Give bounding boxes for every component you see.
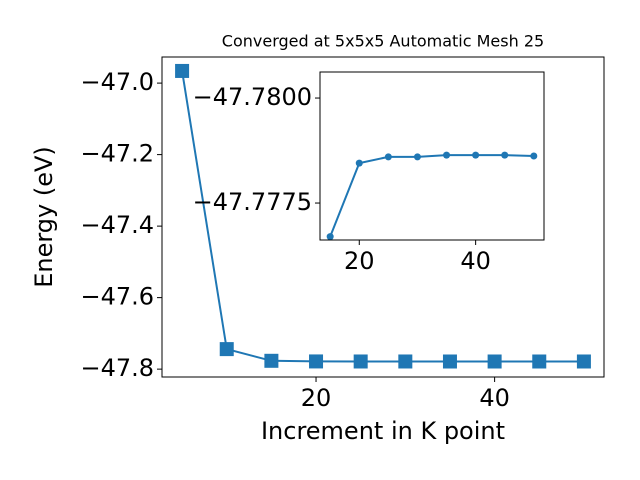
data-point (501, 151, 509, 159)
data-point (309, 354, 324, 369)
data-point (355, 159, 363, 167)
x-tick-label: 40 (460, 247, 491, 275)
chart-title: Converged at 5x5x5 Automatic Mesh 25 (222, 32, 544, 51)
x-axis-label: Increment in K point (261, 417, 505, 445)
data-point (442, 354, 457, 369)
y-tick-label: −47.6 (80, 283, 154, 311)
y-axis-label: Energy (eV) (30, 146, 58, 288)
x-tick-label: 20 (344, 247, 375, 275)
x-tick-label: 40 (479, 384, 510, 412)
data-point (398, 354, 413, 369)
data-point (219, 342, 234, 357)
data-point (487, 354, 502, 369)
data-line (329, 154, 534, 238)
y-tick-label: −47.7775 (193, 188, 312, 216)
data-point (413, 153, 421, 161)
data-point (384, 153, 392, 161)
data-point (530, 152, 538, 160)
y-tick-label: −47.4 (80, 211, 154, 239)
plot-frame (319, 71, 545, 241)
data-point (326, 233, 334, 241)
y-tick-label: −47.2 (80, 140, 154, 168)
data-point (175, 63, 190, 78)
data-point (576, 354, 591, 369)
y-tick-label: −47.8 (80, 354, 154, 382)
data-point (353, 354, 368, 369)
y-tick-label: −47.0 (80, 68, 154, 96)
data-point (472, 151, 480, 159)
data-point (264, 353, 279, 368)
data-point (443, 151, 451, 159)
x-tick-label: 20 (301, 384, 332, 412)
data-line (181, 70, 584, 363)
y-tick-label: −47.7800 (193, 83, 312, 111)
data-point (532, 354, 547, 369)
plot-frame (161, 56, 605, 378)
